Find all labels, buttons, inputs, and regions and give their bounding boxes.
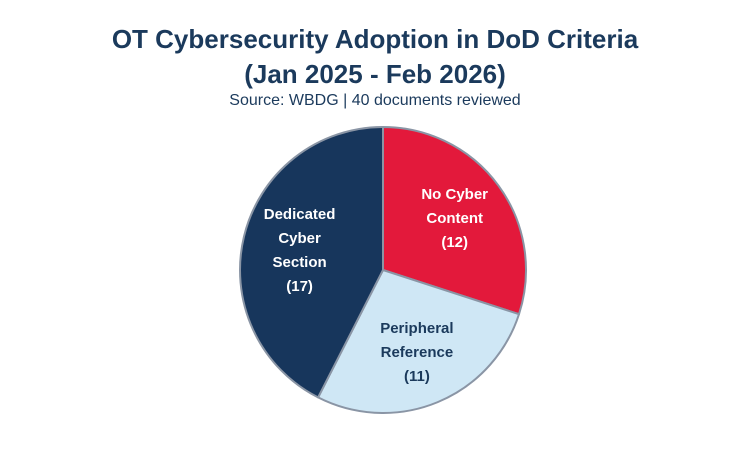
pie-slice-label-line: Content <box>426 210 483 227</box>
pie-slice-label-line: Reference <box>381 344 454 361</box>
pie-slice-1 <box>317 269 520 414</box>
pie-slice-label-0: No Cyber Content (12) <box>421 186 488 251</box>
pie-slice-label-line: No Cyber <box>421 186 488 203</box>
pie-slice-0 <box>382 126 527 316</box>
pie-slice-label-line: Dedicated <box>264 206 336 223</box>
pie-slice-label-line: Cyber <box>278 230 321 247</box>
pie-slice-label-line: (12) <box>441 234 468 251</box>
pie-slice-label-line: (17) <box>286 278 313 295</box>
pie-slice-label-line: (11) <box>404 368 430 385</box>
pie-slice-label-1: Peripheral Reference (11) <box>380 320 453 385</box>
pie-slice-2 <box>239 126 384 399</box>
pie-slice-label-2: Dedicated Cyber Section (17) <box>264 206 336 295</box>
chart-title-line-1: OT Cybersecurity Adoption in DoD Criteri… <box>111 24 639 54</box>
chart-subtitle: Source: WBDG | 40 documents reviewed <box>229 92 521 109</box>
chart-title-line-2: (Jan 2025 - Feb 2026) <box>244 59 506 89</box>
pie-slice-label-line: Peripheral <box>380 320 453 337</box>
pie-slice-label-line: Section <box>273 254 327 271</box>
